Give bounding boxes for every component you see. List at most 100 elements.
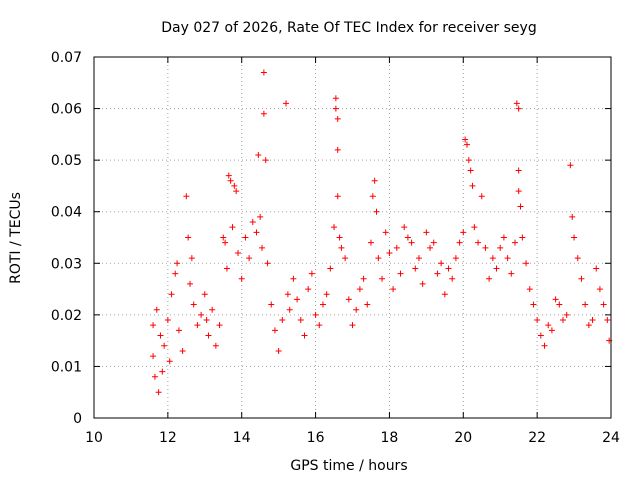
axis-ticks: [93, 56, 612, 419]
data-point: [260, 110, 267, 117]
data-point: [482, 244, 489, 251]
data-point: [290, 275, 297, 282]
data-point: [349, 322, 356, 329]
data-point: [279, 317, 286, 324]
data-point: [467, 167, 474, 174]
data-point: [275, 347, 282, 354]
data-point: [493, 265, 500, 272]
data-point: [393, 244, 400, 251]
y-tick-labels: 0 0.01 0.02 0.03 0.04 0.05 0.06 0.07: [51, 50, 82, 427]
data-point: [255, 151, 262, 158]
data-point: [334, 146, 341, 153]
data-point: [382, 229, 389, 236]
data-point: [434, 270, 441, 277]
data-point: [183, 193, 190, 200]
data-point: [316, 322, 323, 329]
data-point: [471, 224, 478, 231]
data-point: [209, 306, 216, 313]
data-point: [253, 229, 260, 236]
data-point: [312, 311, 319, 318]
data-point: [222, 239, 229, 246]
data-point: [397, 270, 404, 277]
data-point: [271, 327, 278, 334]
data-point: [159, 368, 166, 375]
data-point: [319, 301, 326, 308]
data-point: [260, 69, 267, 76]
data-point: [563, 311, 570, 318]
data-point: [225, 172, 232, 179]
data-point: [262, 157, 269, 164]
data-point: [212, 342, 219, 349]
data-point: [452, 255, 459, 262]
data-point: [552, 296, 559, 303]
data-point: [548, 327, 555, 334]
data-point: [604, 317, 611, 324]
data-point: [336, 234, 343, 241]
data-point: [523, 260, 530, 267]
data-points: [150, 69, 613, 396]
y-tick-label: 0.03: [51, 256, 82, 272]
data-point: [353, 306, 360, 313]
data-point: [504, 255, 511, 262]
x-tick-label: 24: [602, 430, 620, 446]
data-point: [334, 115, 341, 122]
data-point: [465, 157, 472, 164]
data-point: [534, 317, 541, 324]
data-point: [194, 322, 201, 329]
data-point: [286, 306, 293, 313]
data-point: [164, 317, 171, 324]
y-tick-label: 0.05: [51, 153, 82, 169]
data-point: [150, 322, 157, 329]
data-point: [541, 342, 548, 349]
data-point: [175, 327, 182, 334]
data-point: [515, 105, 522, 112]
data-point: [151, 373, 158, 380]
y-axis-label: ROTI / TECUs: [8, 192, 24, 284]
data-point: [201, 291, 208, 298]
data-point: [379, 275, 386, 282]
data-point: [415, 255, 422, 262]
data-point: [231, 182, 238, 189]
data-point: [423, 229, 430, 236]
data-point: [332, 95, 339, 102]
data-point: [233, 188, 240, 195]
data-point: [371, 177, 378, 184]
data-point: [408, 239, 415, 246]
y-tick-label: 0.06: [51, 102, 82, 118]
data-point: [589, 317, 596, 324]
x-tick-label: 18: [381, 430, 399, 446]
data-point: [188, 255, 195, 262]
data-point: [569, 213, 576, 220]
x-tick-label: 12: [159, 430, 177, 446]
x-tick-label: 16: [307, 430, 325, 446]
y-tick-label: 0.07: [51, 50, 82, 66]
data-point: [430, 239, 437, 246]
data-point: [257, 213, 264, 220]
data-point: [242, 234, 249, 241]
x-tick-label: 22: [528, 430, 546, 446]
data-point: [585, 322, 592, 329]
data-point: [229, 224, 236, 231]
data-point: [235, 249, 242, 256]
y-tick-label: 0.02: [51, 308, 82, 324]
data-point: [168, 291, 175, 298]
data-point: [283, 100, 290, 107]
data-point: [537, 332, 544, 339]
data-point: [456, 239, 463, 246]
data-point: [513, 100, 520, 107]
data-point: [161, 342, 168, 349]
data-point: [401, 224, 408, 231]
data-point: [223, 265, 230, 272]
data-point: [323, 291, 330, 298]
data-point: [567, 162, 574, 169]
data-point: [508, 270, 515, 277]
data-point: [264, 260, 271, 267]
data-point: [515, 167, 522, 174]
data-point: [438, 260, 445, 267]
data-point: [412, 265, 419, 272]
data-point: [297, 317, 304, 324]
data-point: [517, 203, 524, 210]
data-point: [294, 296, 301, 303]
data-point: [559, 317, 566, 324]
